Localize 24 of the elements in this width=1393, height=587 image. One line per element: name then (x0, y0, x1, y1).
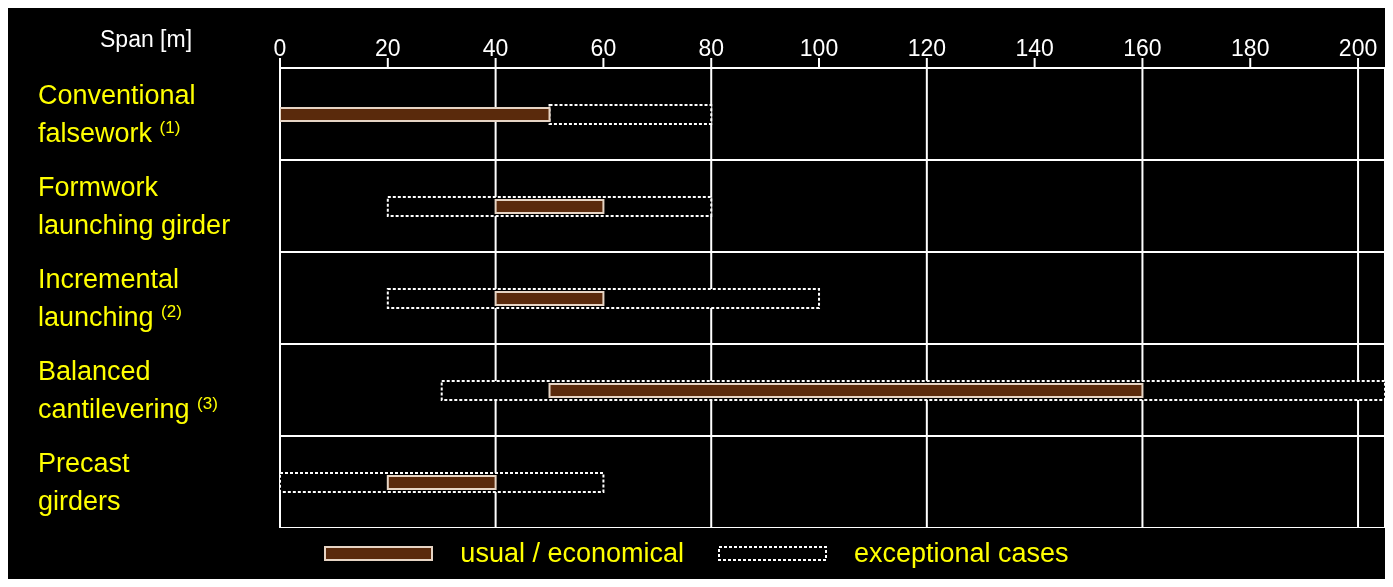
x-tick-label: 180 (1231, 35, 1270, 61)
legend-label: usual / economical (460, 538, 684, 569)
y-tick-label: Conventional falsework $^{(1)}$ (38, 80, 196, 148)
x-axis-title: Span [m] (100, 26, 193, 53)
y-tick-label: Precast girders (38, 448, 131, 516)
y-tick-label: Incremental launching $^{(2)}$ (38, 264, 182, 332)
bar (280, 107, 551, 122)
x-tick-label: 40 (482, 35, 509, 61)
legend-label: exceptional cases (853, 538, 1069, 569)
bar (494, 199, 605, 214)
y-tick-label: Balanced cantilevering $^{(3)}$ (38, 356, 218, 424)
x-tick-label: 100 (799, 35, 839, 61)
x-tick-label: 60 (590, 35, 617, 61)
x-tick-label: 0 (273, 35, 287, 61)
x-tick-label: 20 (375, 35, 401, 61)
x-tick-label: 140 (1015, 35, 1054, 61)
x-tick-label: 120 (907, 35, 947, 61)
bar (494, 291, 605, 306)
x-tick-label: 80 (698, 35, 725, 61)
x-tick-label: 160 (1123, 35, 1162, 61)
bar (548, 383, 1144, 398)
y-tick-label: Formwork launching girder (38, 172, 231, 240)
x-tick-label: 200 (1338, 35, 1378, 61)
bar (386, 475, 497, 490)
